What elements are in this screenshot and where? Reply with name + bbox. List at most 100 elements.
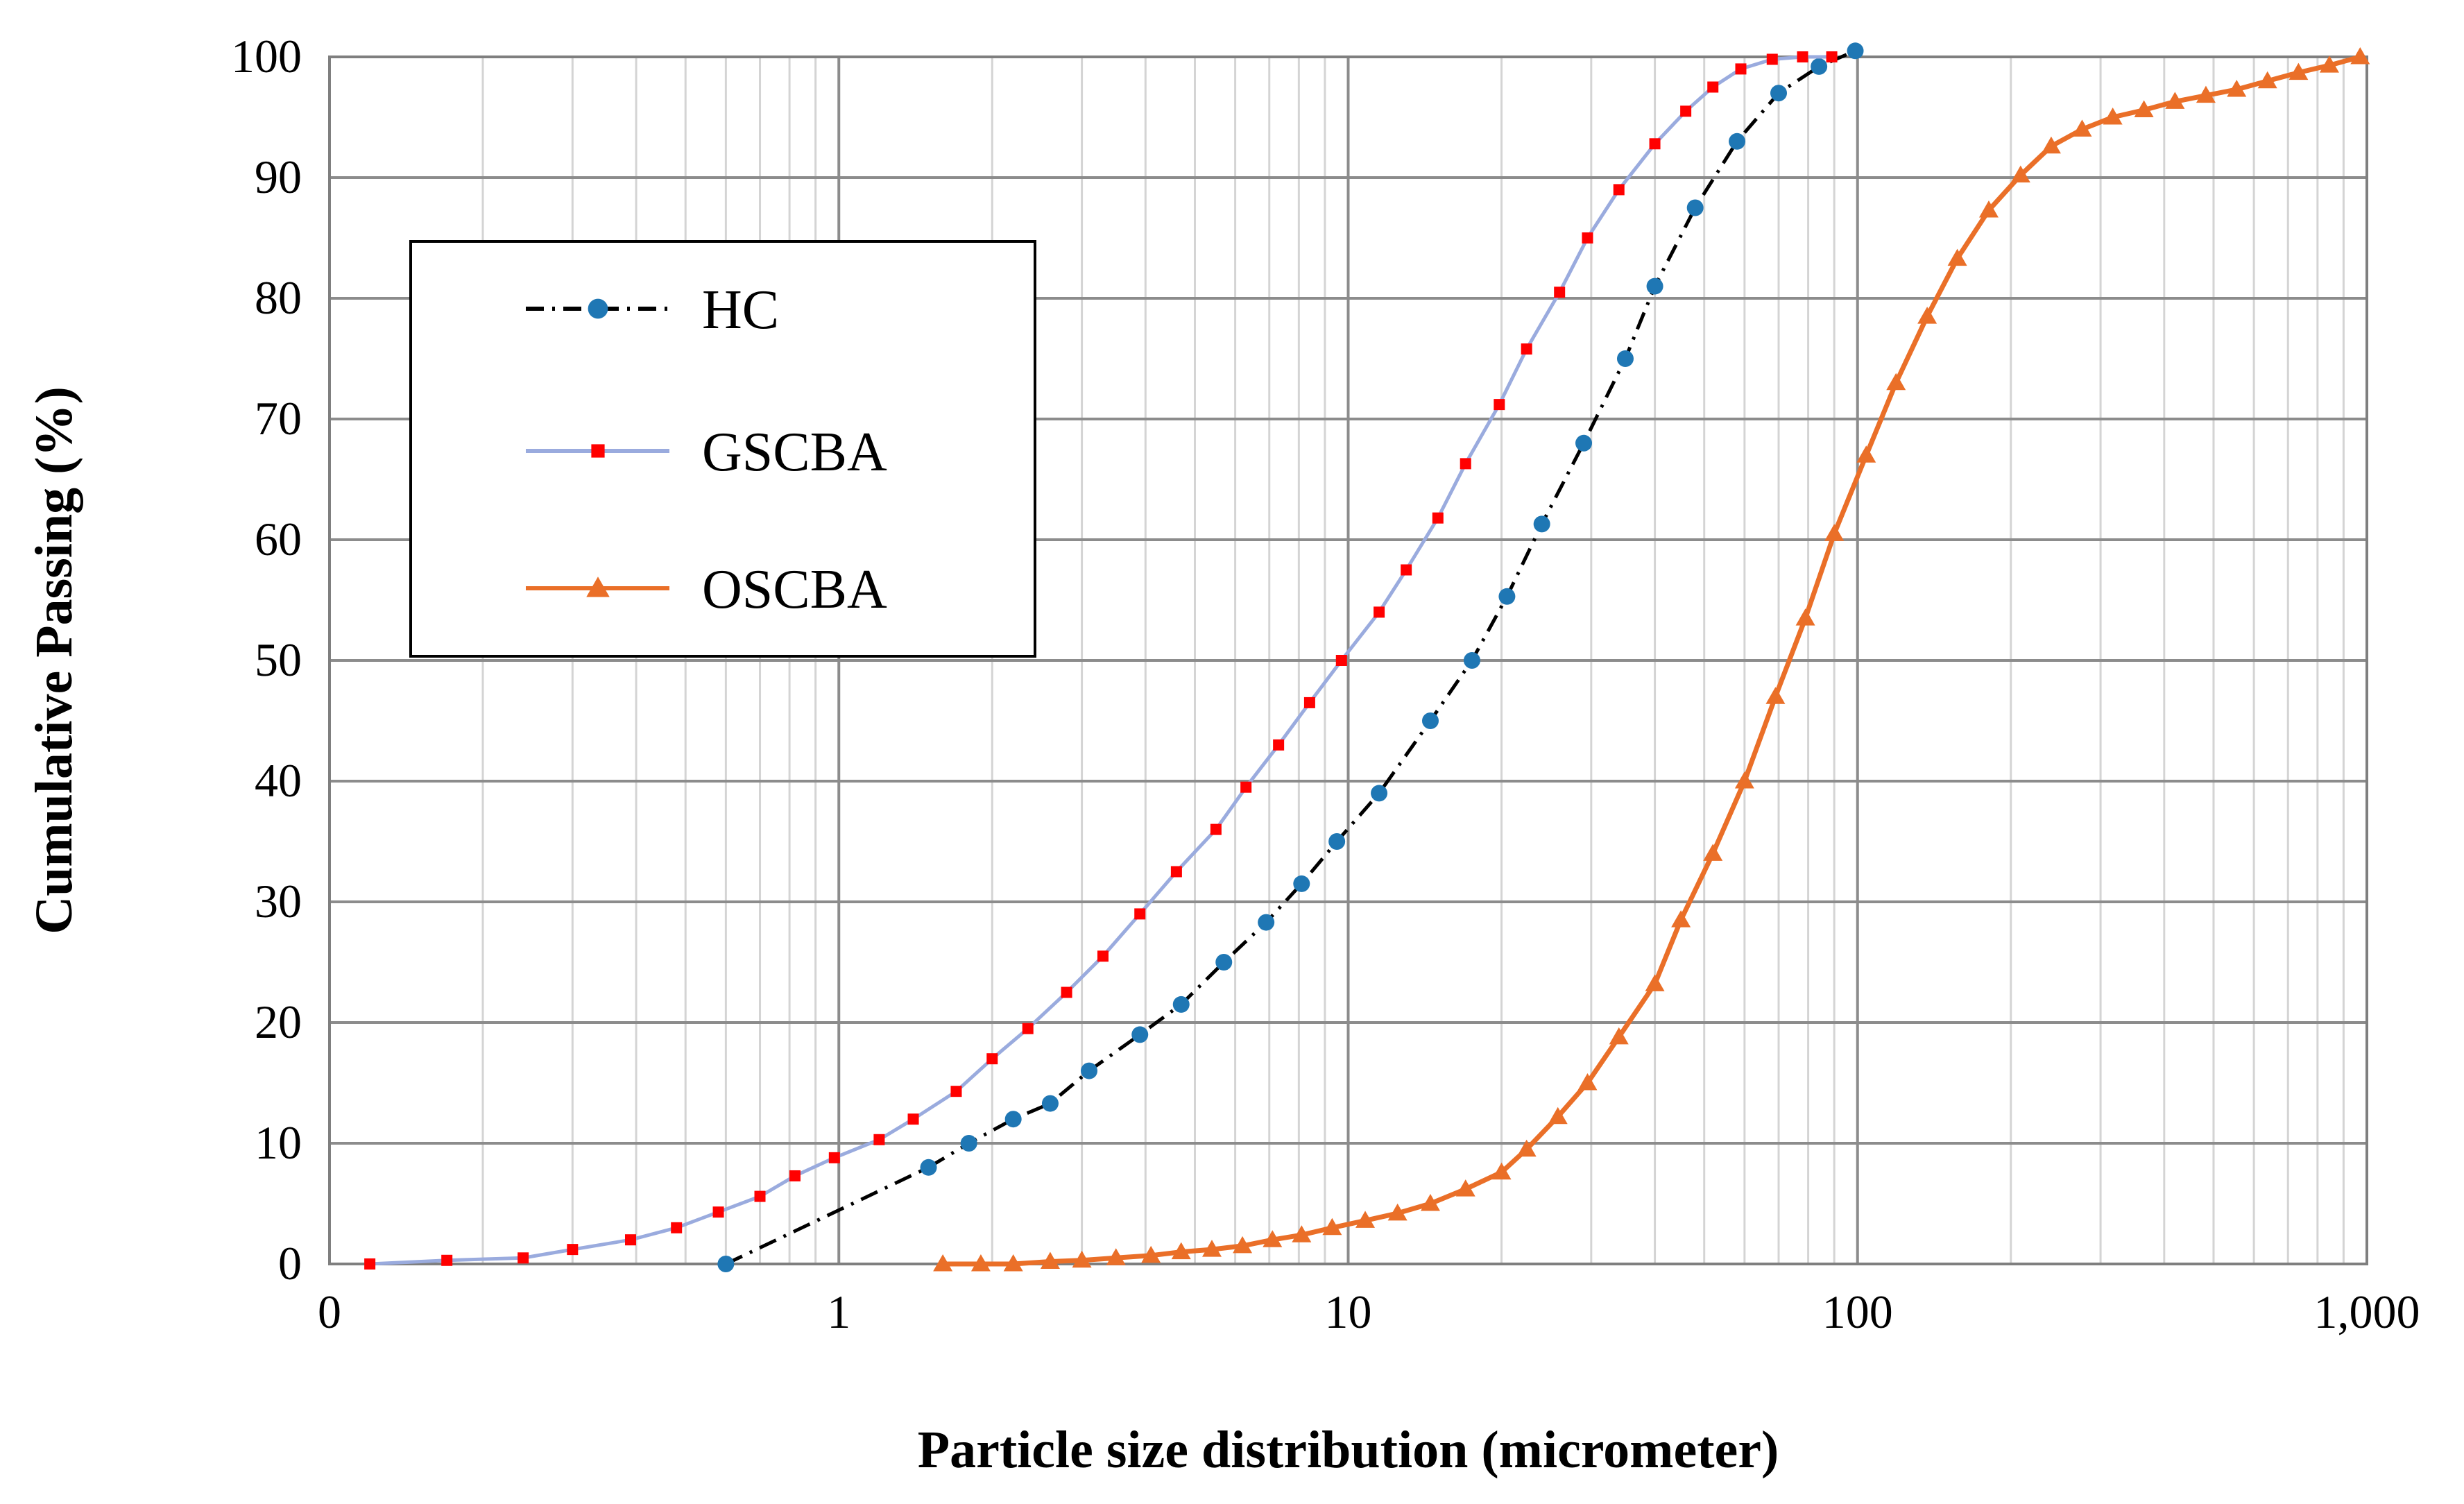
data-point-oscba: [1491, 1162, 1512, 1180]
data-point-gscba: [567, 1244, 579, 1256]
data-point-oscba: [1548, 1106, 1568, 1125]
data-point-gscba: [1022, 1023, 1034, 1034]
x-tick-label: 1,000: [2314, 1285, 2420, 1338]
data-point-hc: [1041, 1095, 1059, 1112]
series-line-oscba: [943, 54, 2361, 1267]
data-point-hc: [1847, 42, 1864, 60]
data-point-oscba: [2319, 55, 2339, 73]
legend-marker-gscba: [591, 444, 605, 458]
data-point-hc: [1131, 1026, 1149, 1043]
data-point-oscba: [1577, 1073, 1598, 1091]
x-tick-label: 10: [1325, 1285, 1372, 1338]
y-tick-label: 30: [255, 875, 302, 928]
data-point-gscba: [1826, 51, 1838, 62]
data-point-oscba: [2165, 92, 2185, 109]
data-point-gscba: [1374, 606, 1385, 618]
data-point-oscba: [1387, 1203, 1408, 1221]
data-point-hc: [1215, 954, 1233, 971]
data-point-oscba: [1202, 1240, 1222, 1257]
data-point-oscba: [1856, 445, 1876, 463]
data-point-gscba: [1766, 53, 1778, 65]
data-point-oscba: [2134, 100, 2154, 118]
data-point-oscba: [2196, 85, 2216, 103]
data-point-gscba: [1335, 655, 1347, 666]
data-point-gscba: [364, 1258, 376, 1270]
data-point-hc: [1533, 515, 1550, 533]
series-line-gscba: [369, 55, 1832, 1266]
data-point-oscba: [970, 1254, 991, 1272]
data-point-gscba: [1134, 908, 1146, 920]
data-point-oscba: [1355, 1211, 1376, 1228]
series-oscba: [933, 47, 2370, 1272]
data-point-gscba: [1797, 51, 1808, 62]
data-point-oscba: [1072, 1250, 1092, 1268]
data-point-hc: [1686, 199, 1704, 216]
y-tick-label: 40: [255, 754, 302, 807]
data-point-oscba: [1516, 1139, 1537, 1157]
legend: HC GSCBA OSCBA: [409, 240, 1036, 658]
data-point-oscba: [1765, 687, 1786, 704]
legend-box: [409, 240, 1036, 658]
legend-label-hc: HC: [702, 280, 779, 341]
major-gridlines: [328, 55, 2368, 1265]
data-point-gscba: [517, 1252, 529, 1264]
data-point-hc: [1729, 133, 1746, 150]
y-axis-title: Cumulative Passing (%): [25, 386, 83, 934]
data-point-gscba: [1432, 512, 1444, 524]
data-point-oscba: [2350, 47, 2370, 65]
data-point-oscba: [1671, 910, 1691, 928]
data-point-hc: [1328, 833, 1346, 850]
y-tick-labels: 0 10 20 30 40 50 60 70 80 90 100: [231, 30, 302, 1290]
data-point-gscba: [441, 1254, 453, 1266]
data-point-gscba: [828, 1152, 840, 1163]
data-point-oscba: [1734, 771, 1754, 789]
data-point-gscba: [1613, 184, 1625, 196]
data-point-gscba: [1582, 232, 1593, 243]
y-tick-label: 70: [255, 392, 302, 445]
data-point-oscba: [1233, 1236, 1253, 1254]
data-point-oscba: [1609, 1027, 1629, 1045]
data-point-gscba: [1097, 950, 1109, 962]
x-tick-label: 100: [1822, 1285, 1893, 1338]
data-point-gscba: [986, 1053, 998, 1065]
data-point-gscba: [1303, 697, 1315, 708]
x-axis-title: Particle size distribution (micrometer): [918, 1421, 1779, 1479]
data-point-oscba: [2103, 108, 2123, 125]
data-point-hc: [1004, 1111, 1022, 1128]
x-tick-label: 1: [827, 1285, 850, 1338]
data-point-hc: [1371, 785, 1388, 802]
plot-frame: [328, 55, 2368, 1265]
data-point-hc: [1646, 277, 1663, 295]
data-point-oscba: [1703, 844, 1723, 861]
data-point-gscba: [1521, 343, 1532, 355]
series-layer: [364, 42, 2370, 1272]
data-point-gscba: [1273, 739, 1285, 751]
data-point-gscba: [1061, 986, 1072, 998]
y-tick-label: 80: [255, 271, 302, 324]
legend-item-oscba: OSCBA: [526, 559, 887, 620]
y-tick-label: 10: [255, 1116, 302, 1169]
data-point-oscba: [1947, 248, 1967, 266]
data-point-gscba: [1460, 458, 1471, 470]
data-point-oscba: [1322, 1217, 1342, 1236]
data-point-hc: [1770, 85, 1788, 102]
data-point-gscba: [907, 1113, 919, 1125]
data-point-gscba: [712, 1206, 724, 1218]
data-point-oscba: [2072, 119, 2092, 137]
y-tick-label: 0: [278, 1237, 302, 1290]
data-point-gscba: [1680, 105, 1692, 117]
y-tick-label: 100: [231, 30, 302, 83]
data-point-gscba: [789, 1170, 801, 1181]
legend-items: HC GSCBA OSCBA: [526, 280, 887, 620]
data-point-hc: [1575, 434, 1593, 452]
data-point-hc: [920, 1159, 937, 1176]
data-point-oscba: [1106, 1248, 1126, 1265]
data-point-hc: [1498, 588, 1516, 605]
data-point-hc: [1421, 712, 1439, 729]
legend-item-hc: HC: [526, 280, 779, 341]
data-point-oscba: [933, 1254, 953, 1272]
data-point-hc: [1293, 875, 1310, 892]
data-point-hc: [1616, 350, 1634, 367]
data-point-hc: [1258, 914, 1275, 931]
